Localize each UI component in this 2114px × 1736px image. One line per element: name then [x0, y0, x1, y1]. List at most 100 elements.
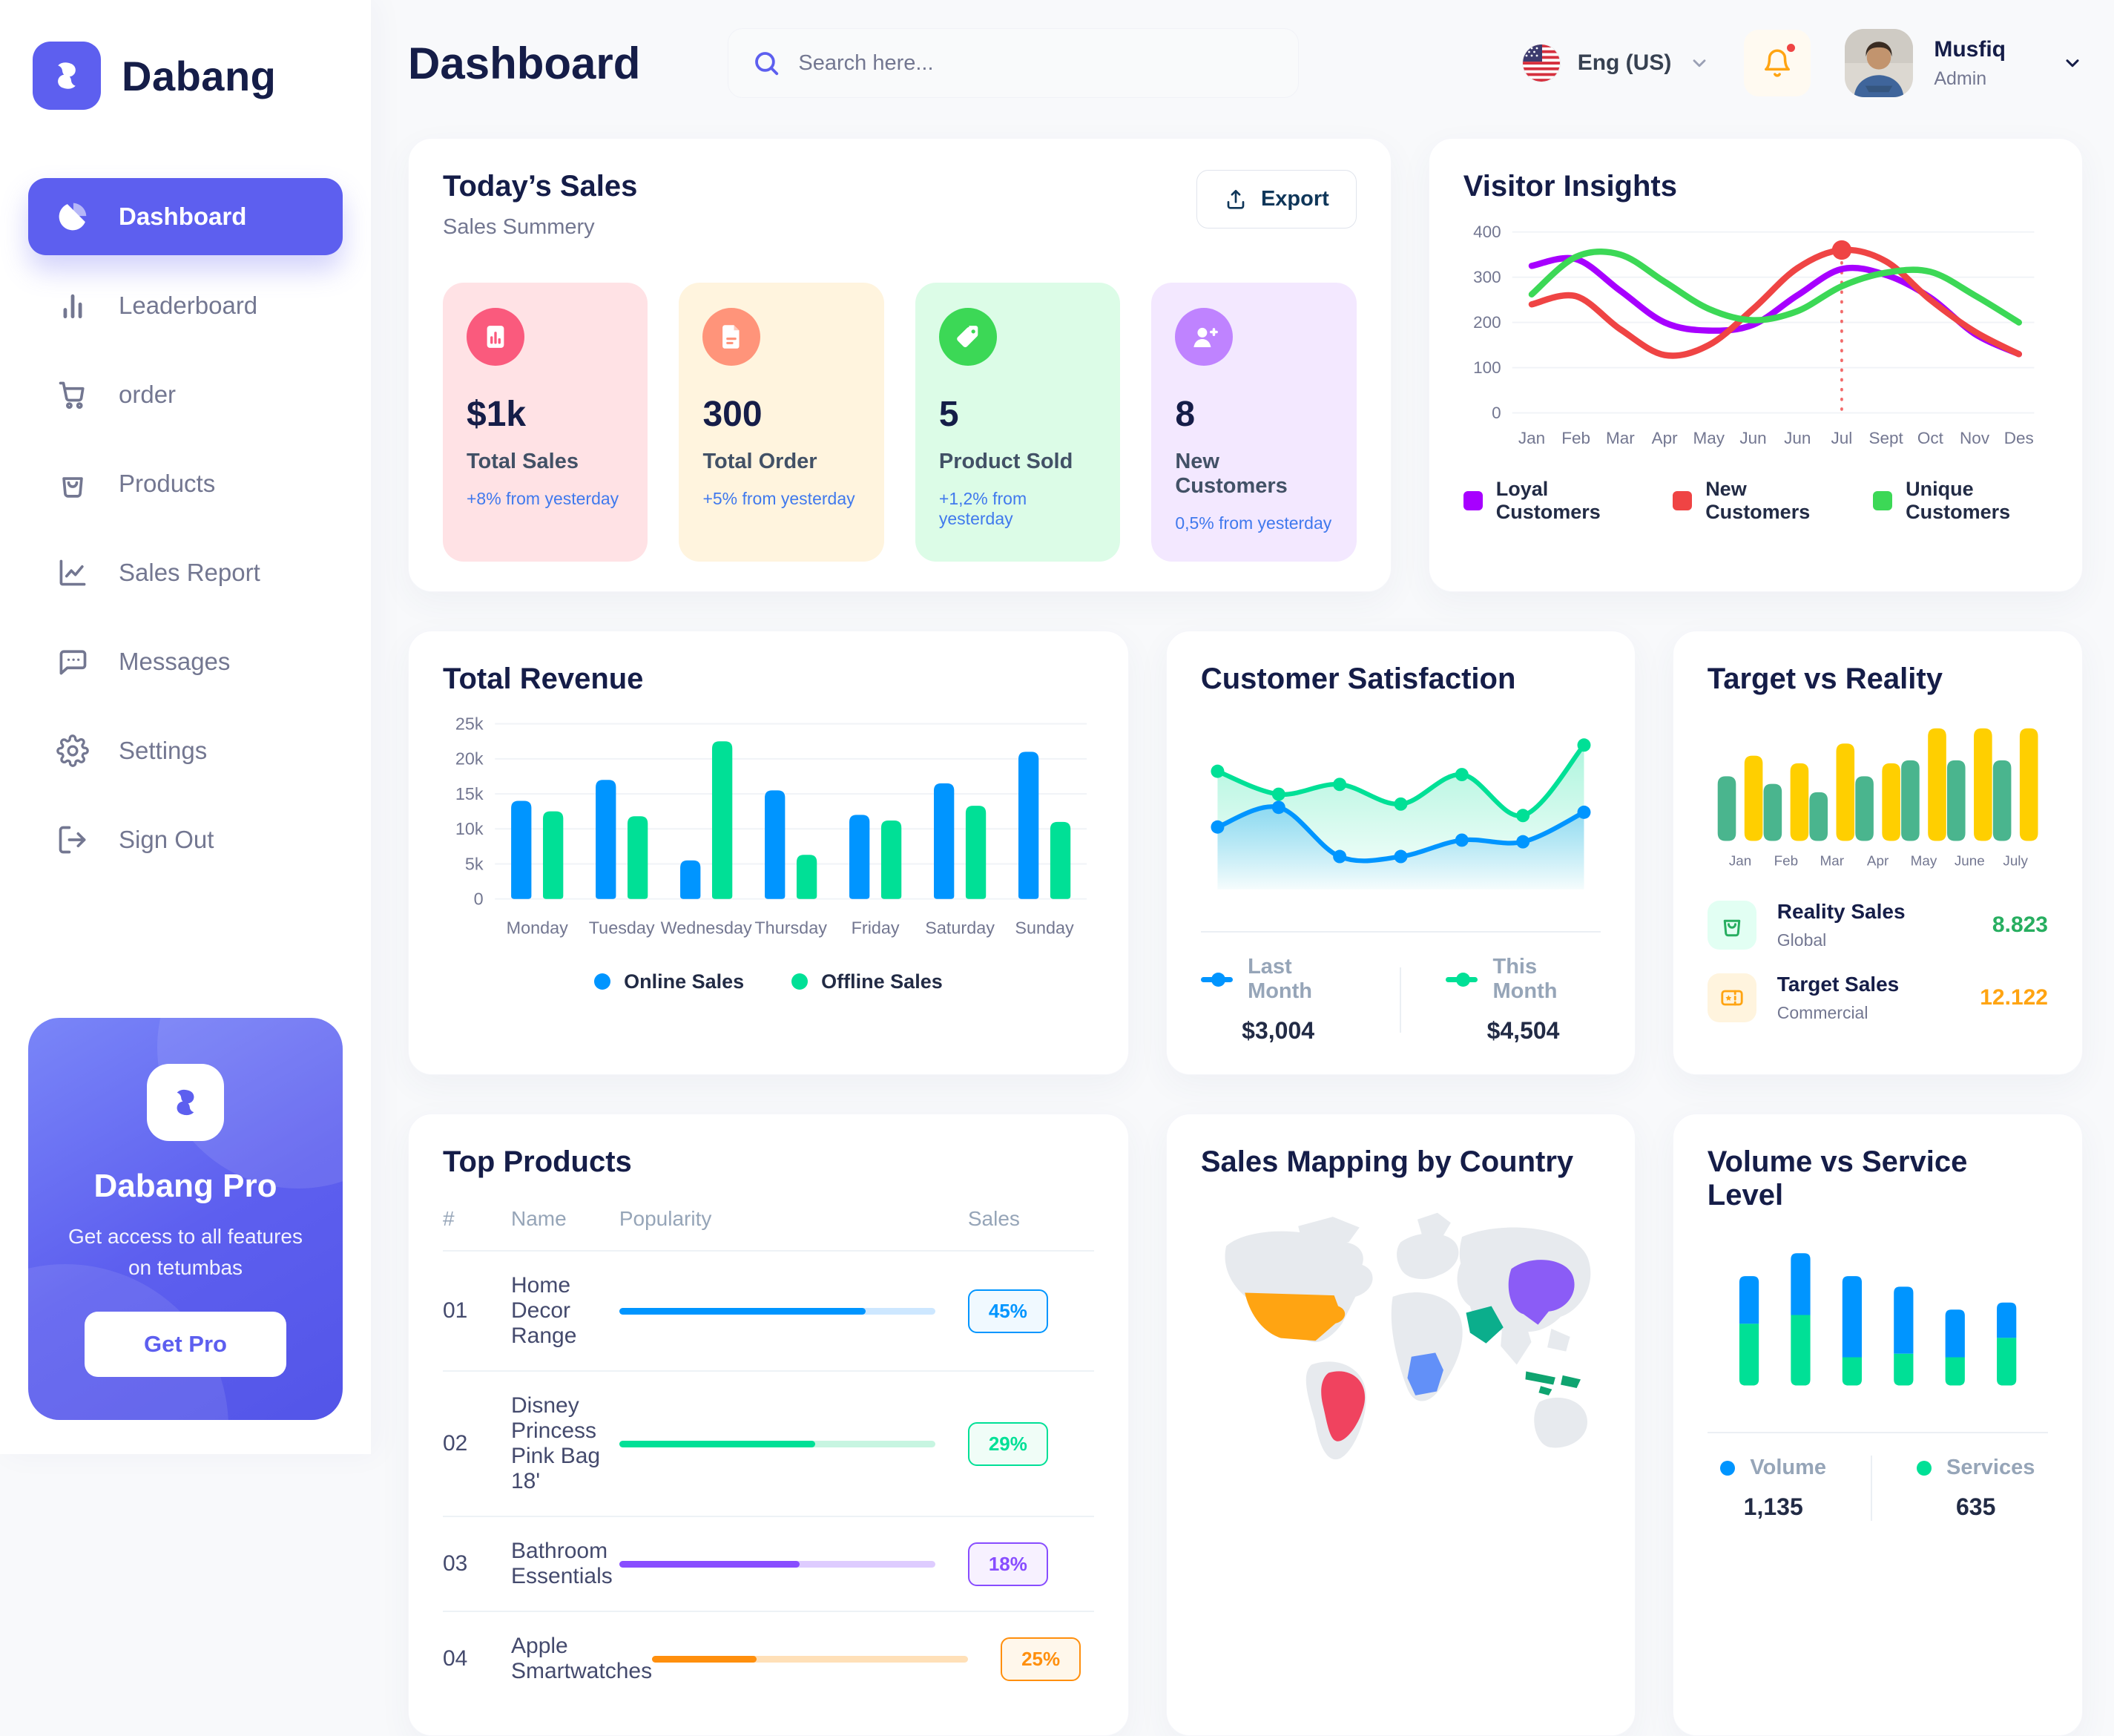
top-products-table: # Name Popularity Sales 01 Home Decor Ran…: [443, 1207, 1094, 1706]
product-name: Apple Smartwatches: [511, 1634, 653, 1684]
product-index: 02: [443, 1431, 468, 1456]
col-sales: Sales: [967, 1207, 1020, 1231]
svg-text:Jan: Jan: [1518, 429, 1545, 447]
legend-item-target-sales: Target Sales Commercial 12.122: [1707, 973, 2048, 1023]
product-name: Disney Princess Pink Bag 18': [511, 1393, 601, 1494]
map-region-dr-congo: [1407, 1352, 1443, 1396]
sidebar-item-settings[interactable]: Settings: [28, 712, 343, 789]
product-row: 03 Bathroom Essentials 18%: [443, 1517, 1094, 1613]
svg-text:300: 300: [1473, 268, 1501, 286]
product-name: Home Decor Range: [511, 1273, 577, 1349]
svg-text:Jun: Jun: [1784, 429, 1811, 447]
svg-text:Mar: Mar: [1606, 429, 1635, 447]
sidebar-item-messages[interactable]: Messages: [28, 623, 343, 700]
legend-item-reality-sales: Reality Sales Global 8.823: [1707, 900, 2048, 950]
svg-text:100: 100: [1473, 358, 1501, 377]
line-dot-marker: [1200, 972, 1234, 987]
svg-text:Des: Des: [2004, 429, 2034, 447]
popularity-bar: [619, 1307, 935, 1315]
sidebar-item-order[interactable]: order: [28, 356, 343, 433]
col-index: #: [443, 1207, 455, 1231]
visitor-insights-card: Visitor Insights 0 100 200 300 400 Jan Feb Mar A…: [1428, 138, 2083, 592]
user-avatar: [1845, 29, 1914, 97]
total-revenue-legend: Online Sales Offline Sales: [443, 970, 1094, 993]
stat-chart-icon: [467, 308, 524, 366]
col-popularity: Popularity: [619, 1207, 712, 1231]
volume-service-legend: Volume 1,135 Services 635: [1707, 1432, 2048, 1522]
svg-text:Nov: Nov: [1960, 429, 1990, 447]
legend-dot: [1917, 1460, 1932, 1476]
user-name: Musfiq: [1934, 36, 2006, 62]
stat-file-icon: [702, 308, 761, 366]
svg-text:Apr: Apr: [1651, 429, 1678, 447]
stat-card-total-order: 300 Total Order +5% from yesterday: [679, 283, 884, 562]
svg-text:Sunday: Sunday: [1015, 918, 1074, 938]
notifications-button[interactable]: [1744, 30, 1811, 96]
total-revenue-title: Total Revenue: [443, 662, 644, 695]
legend-value: $3,004: [1242, 1017, 1315, 1045]
sidebar-item-sign-out[interactable]: Sign Out: [28, 801, 343, 878]
svg-text:Monday: Monday: [507, 918, 569, 938]
stat-value: 8: [1175, 395, 1196, 434]
legend-value: 635: [1955, 1493, 1996, 1521]
top-products-card: Top Products # Name Popularity Sales 01 H…: [408, 1114, 1129, 1736]
line-dot-marker: [1446, 972, 1478, 987]
language-label: Eng (US): [1577, 50, 1672, 75]
top-products-title: Top Products: [443, 1145, 632, 1179]
map-region-indonesia: [1560, 1375, 1581, 1389]
svg-text:Saturday: Saturday: [925, 918, 995, 938]
todays-sales-title: Today’s Sales: [443, 170, 638, 203]
get-pro-button[interactable]: Get Pro: [85, 1312, 286, 1377]
svg-text:Mar: Mar: [1820, 852, 1843, 868]
legend-dot: [594, 973, 611, 990]
export-button[interactable]: Export: [1196, 170, 1357, 228]
volume-service-card: Volume vs Service Level Volume 1,135 Servi…: [1672, 1114, 2083, 1736]
sales-mapping-title: Sales Mapping by Country: [1200, 1145, 1574, 1179]
pie-icon: [56, 200, 89, 233]
notification-badge: [1785, 42, 1798, 54]
sidebar-nav: Dashboard Leaderboard order Products Sales R…: [28, 178, 343, 878]
pro-description: Get access to all features on tetumbas: [68, 1225, 303, 1279]
product-index: 03: [443, 1551, 468, 1576]
svg-text:0: 0: [1492, 404, 1501, 422]
cart-icon: [56, 378, 89, 411]
product-row: 01 Home Decor Range 45%: [443, 1252, 1094, 1372]
volume-service-title: Volume vs Service Level: [1707, 1145, 1968, 1212]
legend-swatch: [1673, 491, 1693, 511]
sidebar-item-products[interactable]: Products: [28, 445, 343, 522]
search-input[interactable]: [798, 50, 1275, 76]
stat-delta: +5% from yesterday: [702, 489, 855, 508]
svg-text:200: 200: [1473, 313, 1501, 332]
stat-label: Total Sales: [467, 450, 579, 473]
legend-item: Online Sales: [594, 970, 744, 993]
sidebar-item-leaderboard[interactable]: Leaderboard: [28, 267, 343, 344]
sidebar-item-dashboard[interactable]: Dashboard: [28, 178, 343, 255]
ticket-icon: [1707, 973, 1756, 1023]
user-menu[interactable]: Musfiq Admin: [1845, 29, 2083, 97]
map-region-united-states: [1245, 1293, 1346, 1341]
bell-icon: [1765, 49, 1791, 77]
legend-swatch: [1463, 491, 1483, 511]
svg-text:5k: 5k: [465, 854, 484, 873]
us-flag-icon: [1522, 45, 1560, 82]
customer-satisfaction-card: Customer Satisfaction Last Month $3,004 Th…: [1165, 631, 1636, 1076]
stat-delta: 0,5% from yesterday: [1175, 513, 1332, 533]
bars-icon: [56, 289, 89, 322]
svg-text:15k: 15k: [455, 784, 484, 803]
gear-icon: [56, 734, 89, 767]
chart-line-icon: [56, 556, 89, 589]
export-label: Export: [1260, 187, 1329, 211]
svg-text:Jun: Jun: [1739, 429, 1766, 447]
language-selector[interactable]: Eng (US): [1522, 45, 1710, 82]
topbar-right: Eng (US) Musfiq Admin: [1522, 29, 2083, 97]
legend-value: 8.823: [1992, 913, 2048, 938]
stat-cards: $1k Total Sales +8% from yesterday 300 Total…: [443, 283, 1357, 562]
pro-title: Dabang Pro: [93, 1168, 277, 1204]
bag-icon: [1707, 901, 1756, 950]
sidebar-item-sales-report[interactable]: Sales Report: [28, 534, 343, 611]
search-box: [728, 28, 1300, 98]
target-vs-reality-legend: Reality Sales Global 8.823 Target Sales Comm…: [1707, 900, 2048, 1023]
target-vs-reality-card: Target vs Reality Jan Feb Mar Apr May June Jul…: [1672, 631, 2083, 1076]
total-revenue-card: Total Revenue 0 5k 10k 15k 20k 25k Monday Tuesd…: [408, 631, 1129, 1076]
stat-card-new-customers: 8 New Customers 0,5% from yesterday: [1151, 283, 1357, 562]
